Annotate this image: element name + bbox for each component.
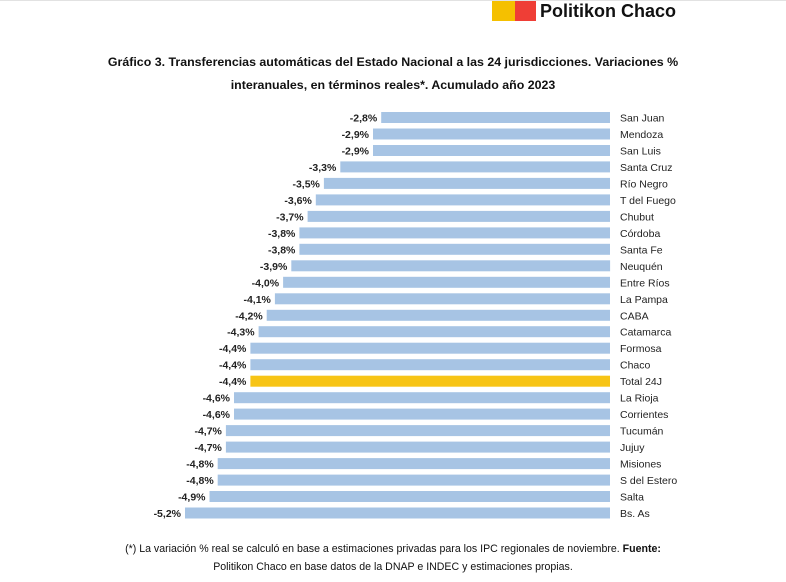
category-label-0: San Juan [620, 113, 665, 125]
bar-23 [209, 491, 610, 502]
category-label-7: Córdoba [620, 228, 660, 240]
footnote-line-2: Politikon Chaco en base datos de la DNAP… [213, 561, 573, 573]
category-label-21: Misiones [620, 459, 661, 471]
bar-15 [250, 359, 610, 371]
bar-14 [250, 342, 610, 354]
category-label-8: Santa Fe [620, 244, 663, 256]
value-label-22: -4,8% [186, 475, 214, 487]
bar-1 [373, 128, 610, 140]
bar-6 [307, 210, 610, 222]
value-label-4: -3,5% [292, 178, 320, 190]
bar-19 [225, 425, 610, 437]
value-label-21: -4,8% [186, 459, 214, 471]
footnote-text: (*) La variación % real se calculó en ba… [125, 543, 623, 555]
footnote-line-1: (*) La variación % real se calculó en ba… [0, 543, 786, 555]
category-label-12: CABA [620, 310, 649, 322]
value-label-10: -4,0% [252, 277, 280, 289]
category-label-1: Mendoza [620, 129, 663, 141]
value-label-15: -4,4% [219, 360, 247, 372]
bar-5 [315, 194, 610, 206]
bar-10 [283, 276, 610, 288]
bar-16 [250, 375, 610, 387]
chart-title-line-2: interanuales, en términos reales*. Acumu… [230, 78, 556, 92]
category-label-23: Salta [620, 492, 644, 504]
bar-22 [217, 474, 610, 486]
bar-12 [266, 309, 610, 321]
logo-yellow-square-icon [492, 1, 515, 21]
value-label-2: -2,9% [342, 146, 370, 158]
value-label-17: -4,6% [203, 393, 231, 405]
category-label-2: San Luis [620, 146, 661, 158]
bar-8 [299, 243, 610, 255]
category-label-16: Total 24J [620, 376, 662, 388]
category-label-9: Neuquén [620, 261, 663, 273]
value-label-13: -4,3% [227, 327, 255, 339]
bar-2 [373, 145, 610, 156]
category-label-20: Jujuy [620, 442, 645, 454]
bar-0 [381, 112, 610, 123]
category-label-13: Catamarca [620, 327, 672, 339]
value-label-18: -4,6% [203, 409, 231, 421]
category-label-22: S del Estero [620, 475, 677, 487]
bar-3 [340, 161, 610, 173]
category-label-17: La Rioja [620, 393, 659, 405]
value-label-11: -4,1% [243, 294, 271, 306]
category-label-4: Río Negro [620, 178, 668, 190]
category-label-14: Formosa [620, 343, 662, 355]
value-label-16: -4,4% [219, 376, 247, 388]
category-label-3: Santa Cruz [620, 162, 673, 174]
value-label-24: -5,2% [154, 508, 182, 520]
bar-18 [234, 408, 610, 420]
category-label-24: Bs. As [620, 508, 650, 520]
bar-21 [217, 458, 610, 470]
footnote-source-label: Fuente: [622, 543, 661, 555]
value-label-7: -3,8% [268, 228, 296, 240]
value-label-5: -3,6% [284, 195, 312, 207]
value-label-20: -4,7% [194, 442, 222, 454]
value-label-6: -3,7% [276, 211, 304, 223]
value-label-14: -4,4% [219, 343, 247, 355]
category-label-5: T del Fuego [620, 195, 676, 207]
category-label-15: Chaco [620, 360, 651, 372]
bar-9 [291, 260, 611, 272]
top-border [0, 0, 786, 8]
value-label-1: -2,9% [342, 129, 370, 141]
bar-20 [225, 441, 610, 453]
category-label-11: La Pampa [620, 294, 668, 306]
value-label-23: -4,9% [178, 492, 206, 504]
category-label-18: Corrientes [620, 409, 668, 421]
bar-17 [234, 392, 610, 404]
value-label-12: -4,2% [235, 310, 263, 322]
bar-24 [185, 507, 610, 519]
category-label-10: Entre Ríos [620, 277, 670, 289]
value-label-9: -3,9% [260, 261, 288, 273]
category-label-19: Tucumán [620, 426, 664, 438]
bar-4 [323, 177, 610, 189]
value-label-8: -3,8% [268, 244, 296, 256]
bar-7 [299, 227, 610, 239]
logo-red-square-icon [515, 1, 536, 21]
bar-chart: -2,8% San Juan -2,9% Mendoza -2,9% San Luis -3… [154, 112, 677, 520]
value-label-3: -3,3% [309, 162, 337, 174]
brand-header: Politikon Chaco [492, 0, 676, 22]
chart-title-line-1: Gráfico 3. Transferencias automáticas de… [107, 55, 679, 69]
category-label-6: Chubut [620, 211, 654, 223]
bar-11 [274, 293, 610, 305]
value-label-0: -2,8% [350, 113, 378, 125]
value-label-19: -4,7% [194, 426, 222, 438]
bar-13 [258, 326, 610, 338]
brand-name: Politikon Chaco [540, 0, 677, 21]
